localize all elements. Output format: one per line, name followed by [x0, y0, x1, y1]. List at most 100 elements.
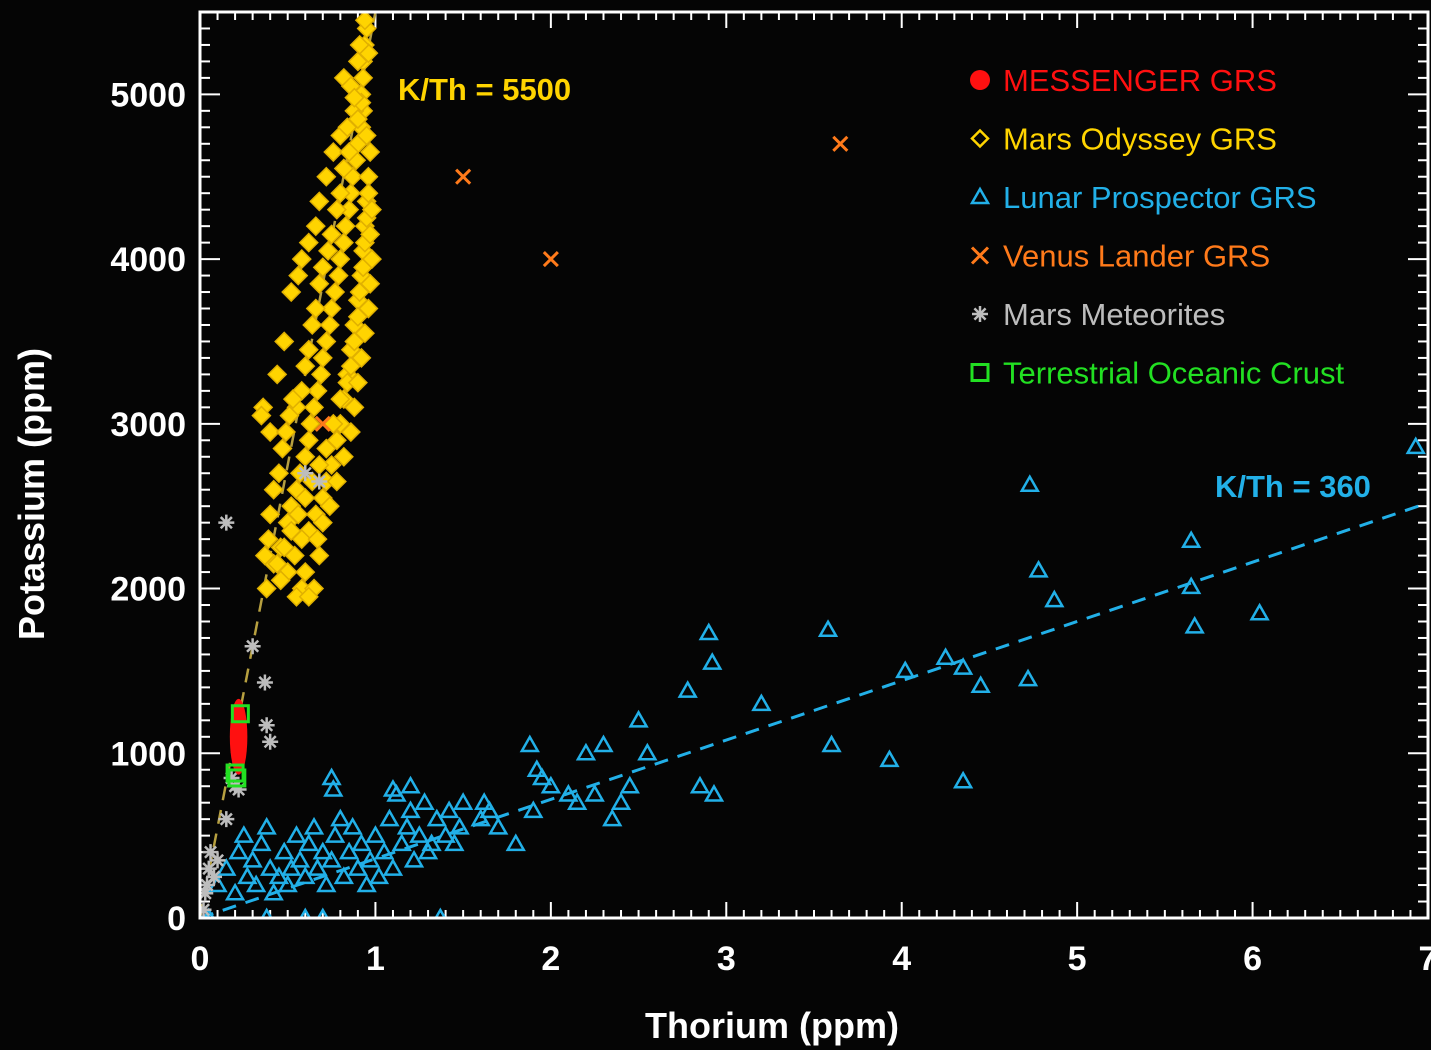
data-point — [272, 438, 293, 459]
series-mars-odyssey-grs — [251, 12, 382, 607]
data-point — [326, 471, 347, 492]
x-axis-title: Thorium (ppm) — [645, 1005, 899, 1046]
data-point — [202, 844, 219, 861]
data-point — [310, 364, 332, 385]
data-point — [1019, 474, 1040, 493]
data-point — [689, 775, 711, 794]
x-tick-label: 7 — [1419, 940, 1431, 978]
data-point — [347, 109, 368, 130]
x-tick-label: 3 — [717, 940, 736, 978]
data-point — [270, 570, 291, 591]
data-point — [602, 808, 623, 827]
data-point — [319, 496, 340, 517]
data-point — [619, 775, 640, 794]
data-point — [295, 562, 316, 583]
data-point — [263, 479, 284, 500]
data-point — [702, 652, 723, 670]
data-point — [244, 638, 261, 655]
data-point — [895, 660, 916, 679]
series-messenger-grs — [229, 698, 248, 775]
data-point — [316, 874, 337, 893]
data-point — [254, 545, 275, 566]
data-point — [298, 430, 319, 451]
data-point — [223, 769, 240, 786]
data-point — [267, 553, 288, 574]
data-point — [318, 240, 339, 261]
legend-item: Mars Meteorites — [972, 297, 1225, 332]
data-point — [262, 733, 279, 750]
data-point — [216, 858, 237, 876]
data-point — [309, 273, 330, 294]
data-point — [298, 232, 319, 253]
data-point — [935, 647, 956, 665]
data-point — [305, 216, 326, 237]
data-point — [328, 265, 349, 286]
data-series — [200, 12, 1426, 918]
data-point — [321, 849, 342, 868]
data-point — [281, 520, 302, 541]
data-point — [703, 783, 725, 802]
data-point — [540, 775, 562, 794]
data-point — [379, 808, 400, 827]
data-point — [330, 183, 351, 204]
data-point — [286, 825, 307, 843]
data-point — [593, 734, 614, 753]
data-point — [952, 770, 974, 789]
data-point — [821, 734, 842, 753]
data-point — [288, 504, 309, 525]
data-point — [339, 141, 360, 163]
data-point — [409, 825, 430, 843]
data-point — [237, 866, 258, 885]
data-point — [354, 323, 375, 344]
data-point — [275, 421, 297, 443]
data-point — [242, 849, 263, 868]
data-point — [952, 657, 974, 675]
x-tick-label: 4 — [892, 940, 911, 978]
legend-marker-square — [970, 363, 990, 382]
data-point — [323, 141, 344, 163]
data-point — [321, 224, 342, 245]
data-point — [325, 281, 346, 303]
data-point — [1017, 668, 1039, 687]
data-point — [309, 191, 330, 212]
data-point — [610, 792, 632, 810]
legend-item: Venus Lander GRS — [970, 239, 1270, 274]
data-point — [396, 816, 418, 835]
messenger-ellipse — [229, 698, 248, 775]
data-point — [251, 833, 272, 852]
x-tick-label: 6 — [1243, 940, 1262, 978]
data-point — [1181, 530, 1202, 549]
data-point — [330, 389, 351, 410]
data-point — [267, 364, 288, 385]
data-point — [258, 529, 279, 550]
data-point — [1249, 602, 1270, 621]
data-point — [751, 693, 772, 712]
legend-item: Terrestrial Oceanic Crust — [970, 356, 1344, 391]
data-point — [360, 224, 381, 245]
data-point — [354, 12, 375, 31]
data-point — [200, 885, 214, 902]
data-point — [323, 778, 344, 797]
data-point — [360, 141, 381, 163]
data-point — [277, 874, 298, 893]
data-point — [474, 792, 495, 810]
data-point — [455, 168, 472, 185]
data-point — [342, 816, 363, 835]
data-point — [289, 849, 311, 868]
y-tick-label: 5000 — [110, 76, 186, 114]
data-point — [817, 619, 839, 637]
data-point — [303, 816, 325, 835]
data-point — [312, 512, 333, 533]
legend-label: Terrestrial Oceanic Crust — [1003, 356, 1344, 391]
data-point — [312, 841, 333, 860]
data-point — [374, 841, 395, 860]
data-point — [356, 125, 377, 146]
data-point — [365, 825, 386, 843]
data-point — [488, 816, 509, 835]
data-point — [361, 249, 382, 270]
legend-marker-asterisk — [972, 306, 988, 322]
data-point — [230, 704, 250, 724]
data-point — [1044, 589, 1065, 608]
y-tick-label: 0 — [167, 900, 186, 938]
data-point — [519, 734, 540, 753]
